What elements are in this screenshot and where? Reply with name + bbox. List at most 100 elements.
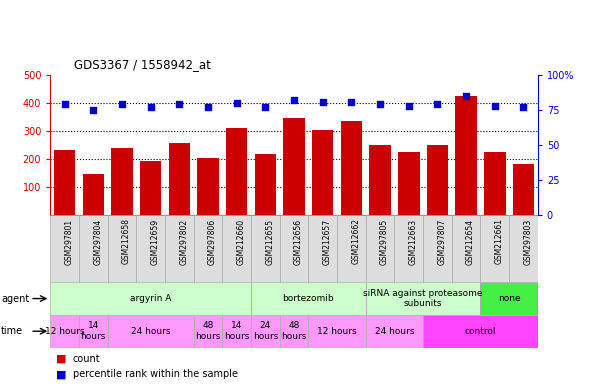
Bar — [83, 174, 104, 215]
Text: GSM212663: GSM212663 — [409, 218, 418, 265]
Point — [490, 103, 499, 109]
Point — [519, 104, 528, 110]
Point — [146, 104, 155, 110]
Text: 48
hours: 48 hours — [195, 321, 220, 341]
Bar — [484, 152, 505, 215]
Bar — [108, 215, 137, 282]
Bar — [50, 282, 251, 315]
Bar — [309, 315, 366, 348]
Bar — [427, 145, 448, 215]
Text: ■: ■ — [56, 354, 67, 364]
Text: siRNA against proteasome
subunits: siRNA against proteasome subunits — [363, 289, 483, 308]
Bar — [480, 215, 509, 282]
Bar — [366, 282, 480, 315]
Text: GSM212661: GSM212661 — [495, 218, 504, 265]
Text: argyrin A: argyrin A — [130, 294, 171, 303]
Point — [174, 101, 184, 108]
Bar — [251, 215, 280, 282]
Bar — [140, 161, 161, 215]
Bar — [197, 157, 219, 215]
Point — [318, 98, 327, 104]
Point — [290, 97, 299, 103]
Bar — [165, 215, 194, 282]
Text: GSM297805: GSM297805 — [380, 218, 389, 265]
Bar — [137, 215, 165, 282]
Bar — [337, 215, 366, 282]
Text: GSM212662: GSM212662 — [352, 218, 361, 265]
Bar — [222, 215, 251, 282]
Text: 14
hours: 14 hours — [80, 321, 106, 341]
Bar — [50, 215, 79, 282]
Bar — [280, 315, 309, 348]
Text: GSM297803: GSM297803 — [524, 218, 532, 265]
Text: percentile rank within the sample: percentile rank within the sample — [73, 369, 238, 379]
Point — [89, 107, 98, 113]
Text: GSM212657: GSM212657 — [323, 218, 332, 265]
Bar — [255, 154, 276, 215]
Text: agent: agent — [1, 293, 30, 304]
Text: GDS3367 / 1558942_at: GDS3367 / 1558942_at — [74, 58, 211, 71]
Bar — [455, 96, 477, 215]
Text: GSM212656: GSM212656 — [294, 218, 303, 265]
Bar — [309, 215, 337, 282]
Bar — [108, 315, 194, 348]
Bar — [251, 315, 280, 348]
Bar — [340, 121, 362, 215]
Text: 24 hours: 24 hours — [131, 327, 170, 336]
Bar — [312, 129, 333, 215]
Point — [433, 101, 442, 108]
Text: none: none — [498, 294, 521, 303]
Text: 12 hours: 12 hours — [45, 327, 85, 336]
Point — [347, 98, 356, 104]
Text: 24
hours: 24 hours — [253, 321, 278, 341]
Text: 12 hours: 12 hours — [317, 327, 357, 336]
Point — [203, 104, 213, 110]
Text: GSM297806: GSM297806 — [208, 218, 217, 265]
Text: GSM297801: GSM297801 — [64, 218, 73, 265]
Bar — [194, 315, 222, 348]
Bar — [366, 215, 394, 282]
Bar — [280, 215, 309, 282]
Point — [462, 93, 471, 99]
Text: bortezomib: bortezomib — [282, 294, 334, 303]
Bar — [79, 215, 108, 282]
Point — [232, 100, 241, 106]
Text: GSM297802: GSM297802 — [179, 218, 189, 265]
Text: time: time — [1, 326, 23, 336]
Bar — [366, 315, 423, 348]
Bar — [394, 215, 423, 282]
Point — [261, 104, 270, 110]
Bar — [423, 315, 538, 348]
Text: GSM212658: GSM212658 — [122, 218, 131, 265]
Point — [117, 101, 126, 108]
Text: 48
hours: 48 hours — [281, 321, 307, 341]
Bar — [480, 282, 538, 315]
Bar — [194, 215, 222, 282]
Bar — [513, 164, 534, 215]
Bar — [423, 215, 452, 282]
Text: control: control — [465, 327, 496, 336]
Bar — [283, 118, 305, 215]
Bar — [50, 315, 79, 348]
Bar — [251, 282, 366, 315]
Bar — [369, 145, 391, 215]
Text: 24 hours: 24 hours — [375, 327, 414, 336]
Text: count: count — [73, 354, 100, 364]
Bar — [509, 215, 538, 282]
Text: GSM212660: GSM212660 — [236, 218, 246, 265]
Text: GSM212659: GSM212659 — [151, 218, 160, 265]
Bar — [168, 143, 190, 215]
Text: 14
hours: 14 hours — [224, 321, 249, 341]
Bar — [452, 215, 480, 282]
Bar — [79, 315, 108, 348]
Bar — [226, 127, 248, 215]
Point — [60, 101, 69, 108]
Bar — [111, 148, 133, 215]
Point — [375, 101, 385, 108]
Text: GSM212655: GSM212655 — [265, 218, 274, 265]
Text: ■: ■ — [56, 369, 67, 379]
Text: GSM212654: GSM212654 — [466, 218, 475, 265]
Text: GSM297804: GSM297804 — [93, 218, 102, 265]
Point — [404, 103, 414, 109]
Bar — [54, 150, 75, 215]
